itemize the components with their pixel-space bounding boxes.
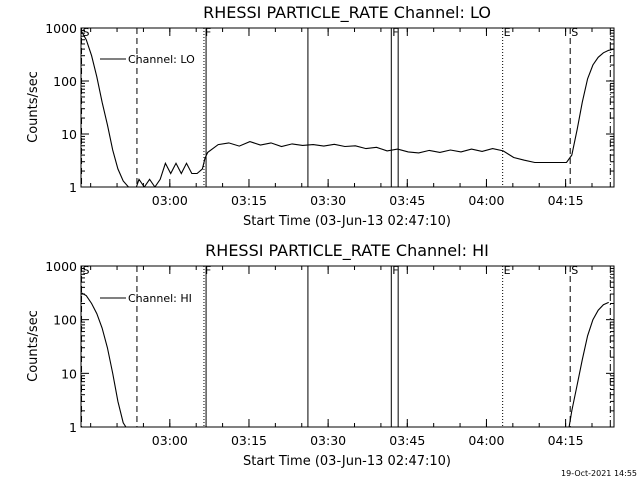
chart-title: RHESSI PARTICLE_RATE Channel: HI <box>205 241 489 261</box>
y-tick-label: 10 <box>61 366 77 381</box>
legend-label: Channel: HI <box>128 292 192 305</box>
chart-panel-hi: RHESSI PARTICLE_RATE Channel: HI Start T… <box>26 241 615 469</box>
x-tick-label: 03:15 <box>231 193 267 208</box>
y-axis-label: Counts/sec <box>26 71 41 143</box>
plot-frame <box>80 265 615 428</box>
x-tick-label: 03:45 <box>389 433 425 448</box>
legend: Channel: HI <box>100 292 192 305</box>
x-tick-label: 03:30 <box>310 433 346 448</box>
y-tick-label: 100 <box>53 313 77 328</box>
event-marker-label: S <box>83 26 90 39</box>
y-tick-label: 10 <box>61 127 77 142</box>
legend-label: Channel: LO <box>128 53 195 66</box>
event-marker-label: F <box>205 264 211 277</box>
x-axis-label: Start Time (03-Jun-13 02:47:10) <box>243 454 451 469</box>
y-axis-label: Counts/sec <box>26 310 41 382</box>
x-tick-label: 03:15 <box>231 433 267 448</box>
x-tick-label: 03:45 <box>389 193 425 208</box>
event-marker-label: F <box>205 26 211 39</box>
legend: Channel: LO <box>100 53 195 66</box>
x-tick-label: 04:00 <box>468 193 504 208</box>
chart-title: RHESSI PARTICLE_RATE Channel: LO <box>203 3 491 23</box>
y-tick-label: 1000 <box>45 259 77 274</box>
y-tick-label: 100 <box>53 74 77 89</box>
x-axis-label: Start Time (03-Jun-13 02:47:10) <box>243 214 451 229</box>
generation-timestamp: 19-Oct-2021 14:55 <box>561 469 637 478</box>
chart-panel-lo: RHESSI PARTICLE_RATE Channel: LO Start T… <box>26 3 615 229</box>
event-marker-label: F <box>392 26 398 39</box>
y-tick-label: 1 <box>69 180 77 195</box>
y-tick-label: 1 <box>69 420 77 435</box>
x-tick-label: 03:00 <box>152 193 188 208</box>
event-marker-label: S <box>571 264 578 277</box>
event-marker-label: F <box>392 264 398 277</box>
x-tick-label: 04:15 <box>548 193 584 208</box>
event-marker-label: E <box>504 264 511 277</box>
event-marker-label: S <box>83 264 90 277</box>
event-marker-label: E <box>504 26 511 39</box>
y-tick-label: 1000 <box>45 21 77 36</box>
x-tick-label: 03:30 <box>310 193 346 208</box>
x-tick-label: 04:00 <box>468 433 504 448</box>
event-marker-label: S <box>571 26 578 39</box>
series-line-0 <box>81 30 614 187</box>
x-tick-label: 03:00 <box>152 433 188 448</box>
plot-frame <box>80 27 615 188</box>
series-line-0 <box>81 292 609 427</box>
x-tick-label: 04:15 <box>548 433 584 448</box>
